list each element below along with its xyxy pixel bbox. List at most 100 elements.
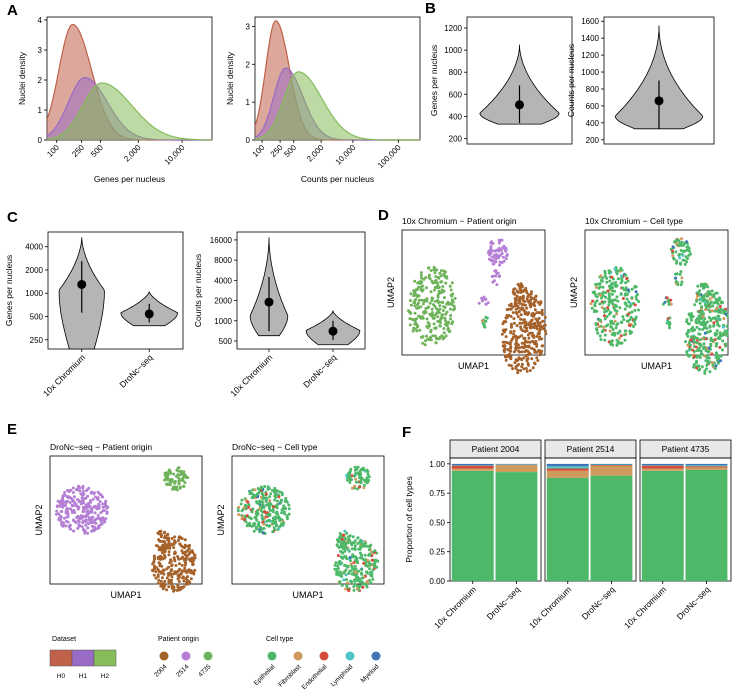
umap-point	[533, 308, 537, 312]
bar-segment-fibroblast	[685, 467, 728, 470]
bar-segment-fibroblast	[495, 465, 538, 472]
umap-point	[333, 567, 337, 571]
umap-point	[352, 474, 356, 478]
umap-point	[84, 518, 88, 522]
umap-point	[165, 588, 169, 592]
umap-point	[428, 273, 431, 277]
umap-point	[514, 345, 518, 349]
umap-point	[81, 519, 85, 523]
umap-point	[515, 295, 519, 298]
umap-point	[522, 303, 526, 307]
umap-point	[613, 267, 617, 271]
umap-point	[525, 291, 529, 295]
umap-point	[358, 547, 362, 551]
umap-point	[413, 301, 417, 305]
umap-point	[261, 494, 265, 498]
umap-point	[176, 555, 180, 558]
umap-point	[281, 507, 285, 510]
umap-point	[535, 356, 539, 360]
umap-point	[528, 340, 532, 344]
umap-point	[66, 511, 70, 515]
umap-point	[435, 337, 439, 341]
umap-point	[451, 292, 455, 296]
umap-point	[158, 563, 162, 566]
violin-body	[479, 44, 560, 125]
umap-point	[606, 323, 610, 327]
umap-point	[439, 269, 443, 273]
umap-point	[695, 325, 699, 329]
umap-point	[432, 268, 436, 272]
umap-point	[622, 318, 626, 322]
umap-point	[96, 524, 100, 528]
umap-point	[427, 305, 431, 309]
umap-point	[85, 514, 89, 517]
umap-point	[615, 309, 619, 313]
umap-point	[345, 581, 349, 585]
umap-point	[723, 329, 727, 333]
umap-point	[101, 516, 105, 520]
umap-point	[590, 306, 594, 310]
bar-segment-fibroblast	[451, 468, 494, 471]
umap-point	[434, 326, 438, 330]
umap-point	[519, 317, 523, 321]
umap-point	[544, 332, 548, 336]
umap-point	[610, 275, 614, 279]
umap-point	[672, 257, 676, 261]
umap-point	[698, 289, 702, 293]
umap-point	[512, 329, 516, 333]
density-line-h2	[254, 71, 420, 141]
y-tick-label: 4	[38, 16, 43, 25]
umap-point	[358, 474, 362, 478]
x-tick-label: DroNc−seq	[485, 584, 522, 621]
umap-point	[347, 572, 351, 575]
y-tick-label: 800	[449, 68, 463, 77]
umap-point	[251, 488, 255, 492]
umap-point	[526, 333, 530, 337]
legend-dot-endothelial	[319, 651, 329, 661]
umap-point	[624, 273, 628, 277]
umap-point	[157, 546, 161, 550]
legend-label: H0	[57, 673, 66, 680]
umap-point	[169, 470, 172, 474]
umap-point	[333, 563, 337, 567]
umap-point	[354, 480, 358, 484]
umap-point	[77, 524, 81, 528]
umap-point	[602, 325, 606, 329]
umap-point	[487, 251, 490, 255]
umap-point	[696, 336, 699, 340]
umap-point	[674, 250, 678, 254]
umap-point	[152, 573, 156, 577]
umap-point	[428, 277, 432, 281]
umap-point	[349, 559, 352, 563]
umap-point	[607, 303, 611, 307]
umap-point	[162, 586, 166, 590]
umap-point	[444, 281, 448, 285]
legend-dot-2004	[159, 651, 169, 661]
bar-segment-myeloid	[546, 463, 589, 467]
umap-point	[193, 553, 197, 557]
umap-point	[494, 274, 498, 278]
umap-point	[156, 573, 160, 577]
umap-point	[253, 488, 257, 492]
umap-point	[614, 281, 618, 284]
umap-point	[619, 274, 623, 278]
umap-point	[435, 286, 439, 289]
umap-point	[412, 292, 416, 295]
umap-point	[248, 516, 252, 520]
umap-point	[348, 472, 352, 476]
umap-point	[79, 502, 83, 506]
umap-point	[608, 329, 612, 333]
umap-point	[702, 312, 705, 316]
umap-point	[535, 350, 539, 354]
umap-point	[610, 301, 614, 305]
umap-point	[448, 307, 452, 311]
umap-point	[597, 325, 601, 329]
umap-point	[515, 311, 519, 315]
umap-point	[630, 296, 634, 300]
umap-point	[448, 284, 452, 288]
legend-label: 2514	[175, 663, 190, 678]
umap-point	[163, 555, 167, 559]
umap-point	[74, 502, 78, 506]
umap-point	[622, 333, 626, 337]
